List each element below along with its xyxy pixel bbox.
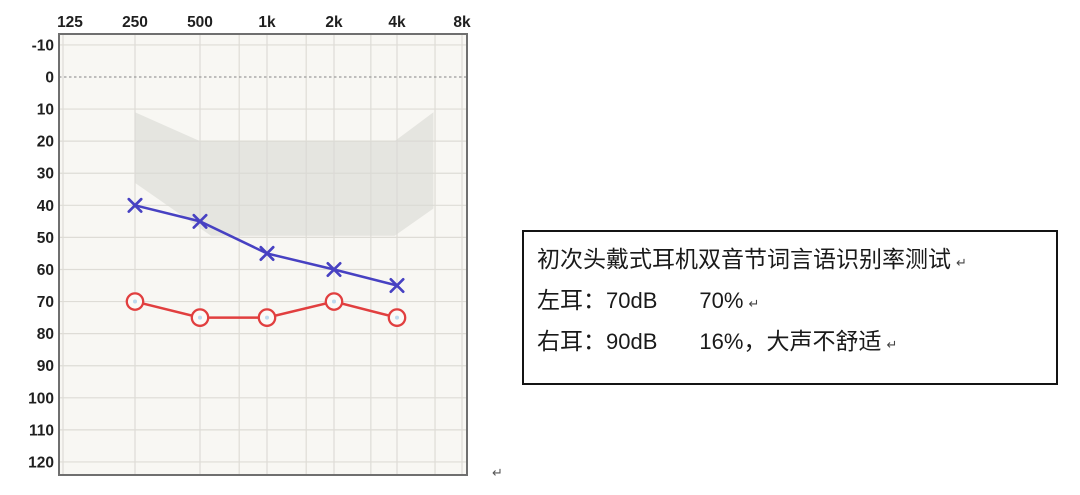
return-mark-icon: ↵ <box>956 256 967 271</box>
y-tick-label: 70 <box>37 294 54 311</box>
right-ear-headphone-threshold-marker-dot <box>332 299 336 304</box>
left-ear-db: 70dB <box>606 288 658 313</box>
y-tick-label: 110 <box>29 422 54 439</box>
note-title-line: 初次头戴式耳机双音节词言语识别率测试 ↵ <box>537 241 1056 282</box>
x-tick-label: 2k <box>325 14 343 31</box>
y-tick-label: 40 <box>37 198 54 215</box>
y-tick-label: 100 <box>28 390 54 407</box>
y-tick-label: 60 <box>37 262 54 279</box>
left-ear-headphone-threshold-marker <box>389 277 405 294</box>
audiogram-chart: 125 250 500 1k 2k 4k 8k -10 0 10 20 30 40 50 60 70 80 90 1… <box>28 14 471 476</box>
note-left-ear-line: 左耳：70dB 70% ↵ <box>537 282 1056 323</box>
x-tick-label: 8k <box>453 14 471 31</box>
left-ear-pct: 70% <box>699 288 744 313</box>
right-ear-headphone-threshold-marker-dot <box>265 315 269 320</box>
y-tick-label: 30 <box>37 166 54 183</box>
left-ear-headphone-threshold-marker <box>259 245 275 261</box>
right-ear-comma: ， <box>743 329 767 354</box>
y-tick-label: 0 <box>45 70 54 87</box>
y-tick-label: 20 <box>37 134 54 151</box>
stray-return-mark-icon: ↵ <box>492 466 503 481</box>
note-title: 初次头戴式耳机双音节词言语识别率测试 <box>537 247 951 272</box>
x-tick-label: 125 <box>57 14 83 31</box>
right-ear-headphone-threshold-marker-dot <box>395 315 399 320</box>
left-ear-headphone-threshold-marker <box>326 261 342 278</box>
x-tick-label: 1k <box>258 14 276 31</box>
y-tick-label: 80 <box>37 326 54 343</box>
return-mark-icon: ↵ <box>748 297 760 312</box>
y-tick-label: 50 <box>37 230 54 247</box>
plot-background <box>59 34 467 475</box>
x-tick-label: 500 <box>187 14 213 31</box>
x-tick-label: 250 <box>122 14 148 31</box>
speech-area <box>135 112 434 236</box>
speech-test-note-box: 初次头戴式耳机双音节词言语识别率测试 ↵ 左耳：70dB 70% ↵ 右耳：90dB 1… <box>522 230 1058 385</box>
right-ear-pct: 16% <box>699 329 744 354</box>
return-mark-icon: ↵ <box>886 338 898 353</box>
right-ear-comment: 大声不舒适 <box>766 329 882 354</box>
y-tick-label: 90 <box>37 358 54 375</box>
left-ear-headphone-threshold-marker <box>127 197 143 213</box>
right-ear-headphone-threshold-marker-dot <box>133 299 137 304</box>
y-tick-label: 120 <box>28 454 54 471</box>
plot-border <box>58 33 468 476</box>
left-ear-headphone-threshold-marker <box>192 213 208 229</box>
y-tick-label: 10 <box>37 102 54 119</box>
right-ear-db: 90dB <box>606 329 658 354</box>
x-tick-label: 4k <box>388 14 406 31</box>
left-ear-label: 左耳： <box>537 288 606 313</box>
note-right-ear-line: 右耳：90dB 16%，大声不舒适 ↵ <box>537 323 1056 364</box>
right-ear-headphone-threshold-marker-dot <box>198 315 202 320</box>
right-ear-label: 右耳： <box>537 329 606 354</box>
audiogram-chart-area: 125 250 500 1k 2k 4k 8k -10 0 10 20 30 40 50 60 70 80 90 1… <box>0 0 500 495</box>
y-tick-label: -10 <box>32 37 54 54</box>
